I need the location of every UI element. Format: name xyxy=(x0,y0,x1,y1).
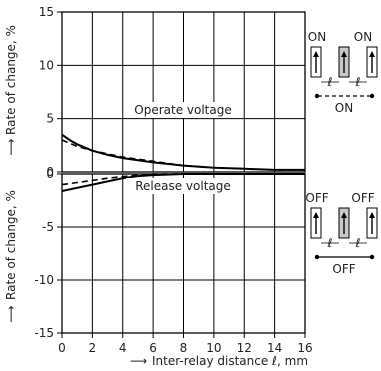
release-inset-node xyxy=(369,254,375,260)
y-axis-label-bottom: Rate of change, % xyxy=(4,190,18,300)
y-axis-arrow-bottom: ⟶ xyxy=(4,305,18,322)
release-series-solid xyxy=(61,173,305,192)
operate-inset-ell: ℓ xyxy=(355,75,361,89)
x-tick-label: 4 xyxy=(119,341,127,355)
operate-inset-node xyxy=(369,93,375,99)
operate-inset-node xyxy=(314,93,320,99)
y-tick-label: -5 xyxy=(42,220,54,234)
y-tick-label: -15 xyxy=(34,326,54,340)
panel-title: Operate voltage xyxy=(134,103,231,117)
release-inset-node xyxy=(314,254,320,260)
release-inset-arrow-head xyxy=(341,212,347,218)
y-axis-arrow-top: ⟶ xyxy=(4,138,18,155)
operate-inset-label-left: ON xyxy=(308,30,326,44)
y-tick-label: 15 xyxy=(39,5,54,19)
release-series-dashed xyxy=(61,173,305,186)
y-tick-label: 5 xyxy=(46,112,54,126)
x-tick-label: 12 xyxy=(237,341,252,355)
x-tick-label: 10 xyxy=(206,341,221,355)
panel-title-background xyxy=(126,178,240,194)
y-tick-label: -10 xyxy=(34,273,54,287)
axis-labels: Rate of change, % ⟶ Rate of change, % ⟶ … xyxy=(4,25,308,368)
panel-title-background xyxy=(126,102,240,118)
y-tick-label: 10 xyxy=(39,58,54,72)
operate-panel: 0 5 10 15 Operate voltage xyxy=(39,5,306,179)
operate-inset-label-right: ON xyxy=(354,30,372,44)
release-inset-label-right: OFF xyxy=(351,191,374,205)
release-panel: 0 -5 -10 -15 Release voltage 0 2 4 6 8 10 12 14 16 xyxy=(34,167,312,355)
release-inset-ell: ℓ xyxy=(327,236,333,250)
y-axis-label-top: Rate of change, % xyxy=(4,25,18,135)
release-inset-arrow-head xyxy=(313,212,319,218)
y-tick-label: 0 xyxy=(46,165,54,179)
x-axis-label: Inter-relay distance ℓ, mm xyxy=(152,354,308,368)
operate-inset-label-bottom: ON xyxy=(335,101,353,115)
x-axis-arrow: ⟶ xyxy=(130,354,147,368)
release-inset-arrow-head xyxy=(369,212,375,218)
release-inset-label-left: OFF xyxy=(305,191,328,205)
x-tick-label: 6 xyxy=(149,341,157,355)
y-tick-label: 0 xyxy=(46,167,54,181)
x-tick-label: 14 xyxy=(267,341,282,355)
operate-inset-arrow-head xyxy=(341,51,347,57)
operate-inset-arrow-head xyxy=(369,51,375,57)
release-inset-label-bottom: OFF xyxy=(332,262,355,276)
x-tick-label: 8 xyxy=(180,341,188,355)
x-tick-label: 16 xyxy=(297,341,312,355)
operate-inset-arrow-head xyxy=(313,51,319,57)
plot-frame xyxy=(61,11,306,173)
x-tick-label: 2 xyxy=(89,341,97,355)
operate-inset-ell: ℓ xyxy=(327,75,333,89)
operate-series-dashed xyxy=(61,139,305,171)
panel-title: Release voltage xyxy=(135,179,231,193)
x-tick-label: 0 xyxy=(58,341,66,355)
release-inset-ell: ℓ xyxy=(355,236,361,250)
